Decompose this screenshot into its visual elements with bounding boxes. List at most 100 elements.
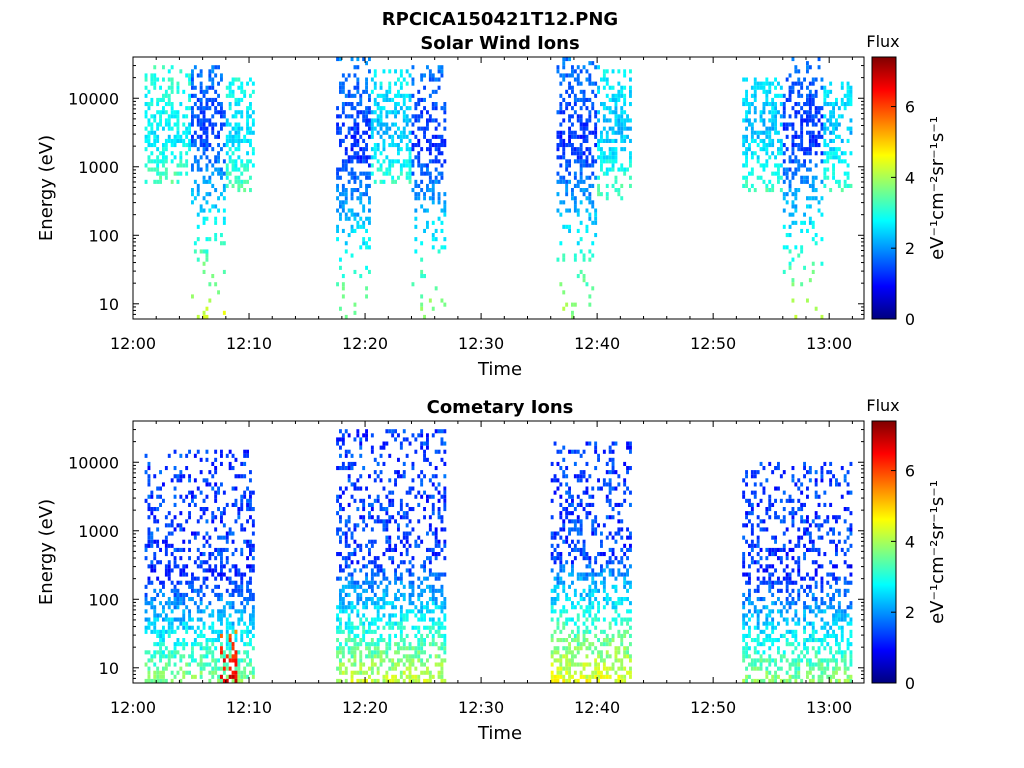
spectrogram-cell — [420, 188, 424, 193]
spectrogram-cell — [379, 597, 383, 602]
spectrogram-cell — [629, 118, 632, 123]
spectrogram-cell — [840, 138, 844, 143]
spectrogram-cell — [629, 633, 632, 638]
spectrogram-cell — [237, 122, 241, 127]
spectrogram-cell — [196, 118, 200, 123]
spectrogram-cell — [440, 572, 444, 577]
spectrogram-cell — [759, 114, 763, 119]
spectrogram-cell — [559, 674, 563, 679]
spectrogram-cell — [591, 286, 595, 291]
spectrogram-cell — [617, 482, 621, 487]
spectrogram-cell — [594, 613, 598, 618]
spectrogram-cell — [408, 155, 412, 160]
spectrogram-cell — [602, 576, 606, 581]
spectrogram-cell — [368, 269, 371, 274]
spectrogram-cell — [611, 167, 615, 172]
spectrogram-cell — [170, 568, 174, 573]
spectrogram-cell — [225, 122, 229, 127]
spectrogram-cell — [167, 625, 171, 630]
spectrogram-cell — [193, 560, 197, 565]
spectrogram-cell — [382, 568, 386, 573]
spectrogram-cell — [359, 597, 363, 602]
spectrogram-cell — [388, 134, 392, 139]
spectrogram-cell — [164, 175, 168, 180]
spectrogram-cell — [144, 134, 148, 139]
spectrogram-cell — [785, 126, 789, 131]
spectrogram-cell — [164, 535, 168, 540]
spectrogram-cell — [562, 200, 566, 205]
spectrogram-cell — [440, 674, 444, 679]
spectrogram-cell — [817, 143, 821, 148]
spectrogram-cell — [411, 592, 415, 597]
spectrogram-cell — [336, 208, 339, 213]
spectrogram-cell — [336, 130, 339, 135]
spectrogram-cell — [231, 466, 235, 471]
spectrogram-cell — [745, 633, 748, 638]
spectrogram-cell — [339, 494, 342, 499]
spectrogram-cell — [426, 441, 429, 446]
spectrogram-cell — [431, 188, 435, 193]
spectrogram-cell — [202, 654, 206, 659]
spectrogram-cell — [251, 490, 255, 495]
spectrogram-cell — [220, 629, 223, 634]
spectrogram-cell — [344, 102, 348, 107]
spectrogram-cell — [153, 670, 157, 675]
spectrogram-cell — [623, 597, 627, 602]
spectrogram-cell — [359, 179, 363, 184]
spectrogram-cell — [376, 159, 380, 164]
spectrogram-cell — [176, 478, 180, 483]
spectrogram-cell — [597, 638, 600, 643]
spectrogram-cell — [559, 81, 563, 86]
spectrogram-cell — [370, 584, 374, 589]
spectrogram-cell — [777, 486, 780, 491]
spectrogram-cell — [626, 650, 629, 655]
spectrogram-cell — [368, 625, 371, 630]
spectrogram-cell — [196, 163, 200, 168]
spectrogram-cell — [556, 143, 560, 148]
spectrogram-cell — [405, 654, 409, 659]
spectrogram-cell — [193, 159, 197, 164]
spectrogram-cell — [608, 556, 612, 561]
spectrogram-cell — [162, 633, 165, 638]
spectrogram-cell — [811, 130, 815, 135]
spectrogram-cell — [594, 670, 598, 675]
spectrogram-cell — [585, 208, 589, 213]
spectrogram-cell — [336, 122, 339, 127]
spectrogram-cell — [742, 564, 746, 569]
spectrogram-cell — [571, 601, 574, 606]
spectrogram-cell — [629, 466, 632, 471]
spectrogram-cell — [623, 138, 627, 143]
spectrogram-cell — [428, 523, 432, 528]
spectrogram-cell — [182, 539, 186, 544]
spectrogram-cell — [414, 216, 418, 221]
spectrogram-cell — [251, 507, 255, 512]
spectrogram-cell — [164, 568, 168, 573]
spectrogram-cell — [579, 531, 583, 536]
spectrogram-cell — [794, 81, 798, 86]
spectrogram-cell — [156, 674, 160, 679]
spectrogram-cell — [411, 466, 415, 471]
spectrogram-cell — [228, 592, 232, 597]
spectrogram-cell — [347, 584, 351, 589]
spectrogram-cell — [402, 642, 406, 647]
spectrogram-cell — [356, 584, 360, 589]
spectrogram-cell — [237, 102, 241, 107]
spectrogram-cell — [832, 110, 835, 115]
spectrogram-cell — [388, 171, 392, 176]
spectrogram-cell — [626, 167, 629, 172]
spectrogram-cell — [426, 625, 429, 630]
spectrogram-cell — [156, 494, 160, 499]
spectrogram-cell — [173, 650, 177, 655]
spectrogram-cell — [576, 601, 580, 606]
spectrogram-cell — [353, 179, 357, 184]
spectrogram-cell — [147, 666, 151, 671]
spectrogram-cell — [339, 646, 342, 651]
spectrogram-cell — [808, 130, 812, 135]
spectrogram-cell — [370, 543, 374, 548]
spectrogram-cell — [385, 122, 389, 127]
spectrogram-cell — [431, 601, 435, 606]
spectrogram-cell — [765, 633, 769, 638]
spectrogram-cell — [753, 678, 757, 683]
spectrogram-cell — [382, 658, 386, 663]
spectrogram-cell — [771, 572, 775, 577]
